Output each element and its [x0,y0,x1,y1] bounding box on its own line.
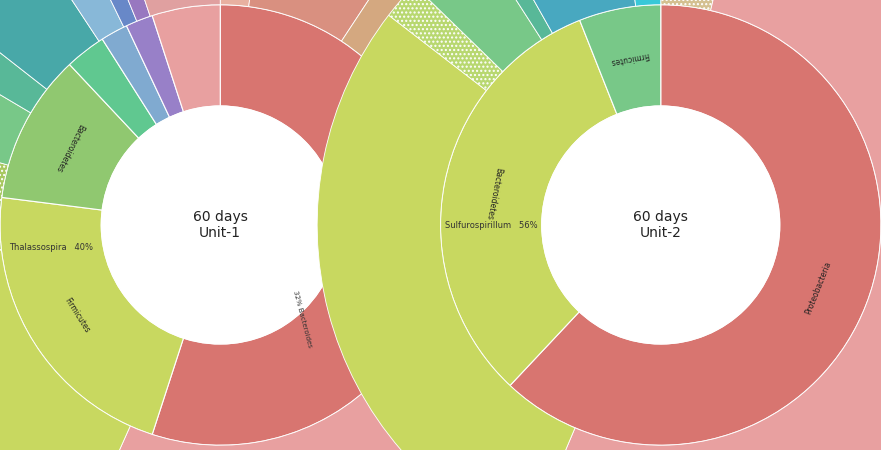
Wedge shape [0,0,99,89]
Wedge shape [0,198,183,434]
Wedge shape [0,250,130,450]
Wedge shape [342,0,477,78]
Wedge shape [90,0,150,21]
Circle shape [101,106,339,344]
Text: Sulfurospirillum   56%: Sulfurospirillum 56% [445,220,537,230]
Wedge shape [385,0,504,101]
Text: 60 days
Unit-2: 60 days Unit-2 [633,210,688,240]
Circle shape [542,106,780,344]
Text: 60 days
Unit-1: 60 days Unit-1 [193,210,248,240]
Wedge shape [70,0,137,27]
Text: 2% Pseudomonas: 2% Pseudomonas [491,0,533,23]
Wedge shape [0,131,8,207]
Wedge shape [527,0,881,450]
Wedge shape [127,16,183,117]
Wedge shape [70,39,157,138]
Text: Bacteroidetes: Bacteroidetes [53,122,85,174]
Wedge shape [622,0,661,6]
Text: 32% Bacteroides: 32% Bacteroides [292,290,314,348]
Wedge shape [317,15,575,450]
Text: Firmicutes: Firmicutes [609,50,649,67]
Wedge shape [2,64,139,210]
Wedge shape [152,5,440,445]
Wedge shape [0,13,47,113]
Wedge shape [510,5,881,445]
Wedge shape [0,197,2,264]
Text: 22 more: 22 more [583,252,593,282]
Text: Firmicutes: Firmicutes [63,297,92,335]
Wedge shape [389,0,503,90]
Text: Proteobacteria: Proteobacteria [379,223,396,280]
Wedge shape [0,50,31,165]
Wedge shape [414,0,542,72]
Wedge shape [152,5,220,112]
Wedge shape [31,0,123,41]
Wedge shape [369,31,564,450]
Wedge shape [475,0,552,40]
Text: Thalassospira   40%: Thalassospira 40% [9,243,93,252]
Wedge shape [220,0,264,7]
Wedge shape [661,0,738,10]
Wedge shape [440,20,617,386]
Wedge shape [492,0,636,33]
Text: Proteobacteria: Proteobacteria [803,260,833,315]
Wedge shape [111,0,220,16]
Wedge shape [80,387,453,450]
Wedge shape [248,0,410,41]
Wedge shape [102,26,170,125]
Wedge shape [580,5,661,114]
Text: Bacteroidetes: Bacteroidetes [485,166,504,220]
